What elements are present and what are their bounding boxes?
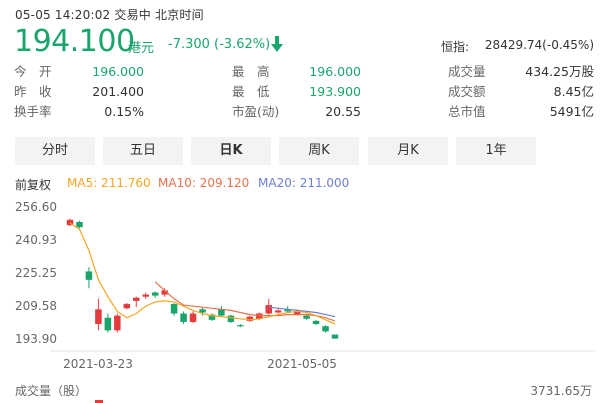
tab-one-year[interactable]: 1年 — [456, 137, 536, 165]
currency-label: 港元 — [128, 41, 155, 56]
candle-up — [142, 294, 149, 297]
stat-label-volume: 成交量 — [448, 64, 486, 79]
candle-down — [170, 304, 178, 314]
stat-value-pe: 20.55 — [325, 104, 361, 119]
stat-label-turnover-amount: 成交额 — [448, 84, 486, 99]
candle-down — [284, 309, 291, 312]
candle-down — [312, 320, 320, 325]
y-tick-label: 225.25 — [15, 266, 57, 280]
volume-bar — [95, 400, 103, 403]
candle-up — [161, 290, 168, 295]
stat-value-turnover-amount: 8.45亿 — [553, 84, 594, 99]
candle-down — [322, 326, 329, 332]
volume-label: 成交量（股） — [15, 384, 88, 398]
stat-label-high: 最 高 — [232, 64, 270, 79]
stat-label-open: 今 开 — [14, 64, 52, 79]
volume-total: 3731.65万 — [530, 384, 592, 398]
tab-five-day[interactable]: 五日 — [103, 137, 183, 165]
adjust-mode-label[interactable]: 前复权 — [15, 178, 52, 192]
stat-label-turnover-rate: 换手率 — [14, 104, 52, 119]
tab-weekly-k[interactable]: 周K — [279, 137, 359, 165]
ma20-line — [268, 306, 336, 318]
candle-down — [151, 292, 159, 296]
kline-chart[interactable]: 256.60 240.93 225.25 209.58 193.90 2021-03-23… — [0, 192, 607, 403]
candle-up — [114, 315, 121, 331]
stat-value-market-cap: 5491亿 — [549, 104, 594, 119]
stat-value-high: 196.000 — [309, 64, 361, 79]
ma5-legend: MA5: 211.760 — [67, 176, 151, 190]
candle-down — [76, 221, 83, 228]
market-status-line: 05-05 14:20:02 交易中 北京时间 — [15, 8, 204, 22]
stat-label-market-cap: 总市值 — [448, 104, 486, 119]
candle-up — [66, 219, 74, 226]
candle-down — [199, 309, 206, 313]
candle-down — [85, 271, 93, 280]
candle-down — [227, 315, 235, 322]
index-label[interactable]: 恒指: — [440, 40, 469, 54]
candle-up — [123, 304, 131, 309]
candle-up — [133, 297, 140, 301]
price-change: -7.300 (-3.62%) — [168, 37, 271, 52]
candle-up — [246, 316, 254, 321]
ma20-legend: MA20: 211.000 — [258, 176, 350, 190]
candle-up — [274, 310, 282, 313]
candle-down — [237, 325, 244, 327]
candle-up — [95, 309, 102, 325]
stat-label-low: 最 低 — [232, 84, 270, 99]
candle-down — [303, 315, 310, 319]
x-tick-label: 2021-03-23 — [63, 357, 133, 371]
stat-label-pe: 市盈(动) — [232, 104, 280, 119]
stat-value-prev-close: 201.400 — [92, 84, 144, 99]
tab-intraday[interactable]: 分时 — [15, 137, 95, 165]
y-tick-label: 256.60 — [15, 200, 57, 214]
down-arrow-icon — [271, 36, 283, 52]
index-value[interactable]: 28429.74(-0.45%) — [484, 38, 594, 52]
y-tick-label: 209.58 — [15, 299, 57, 313]
y-tick-label: 240.93 — [15, 233, 57, 247]
stat-value-open: 196.000 — [92, 64, 144, 79]
price-row: 194.100 港元 -7.300 (-3.62%) 恒指: 28429.74(… — [14, 24, 594, 59]
ma10-line — [154, 281, 336, 322]
candle-down — [208, 314, 216, 320]
y-tick-label: 193.90 — [15, 332, 57, 346]
ma10-legend: MA10: 209.120 — [158, 176, 250, 190]
candle-up — [293, 311, 301, 315]
tab-daily-k[interactable]: 日K — [191, 137, 271, 165]
stat-label-prev-close: 昨 收 — [14, 84, 52, 99]
candle-up — [265, 305, 272, 314]
stat-value-turnover-rate: 0.15% — [104, 104, 144, 119]
last-price: 194.100 — [14, 24, 135, 59]
tab-monthly-k[interactable]: 月K — [368, 137, 448, 165]
stat-value-low: 193.900 — [309, 84, 361, 99]
x-tick-label: 2021-05-05 — [267, 357, 337, 371]
candle-down — [104, 317, 112, 331]
stat-value-volume: 434.25万股 — [525, 64, 594, 79]
candle-down — [180, 313, 187, 322]
candle-down — [218, 309, 225, 316]
ma5-line — [69, 222, 336, 325]
candle-up — [189, 313, 197, 322]
candle-down — [331, 334, 339, 339]
